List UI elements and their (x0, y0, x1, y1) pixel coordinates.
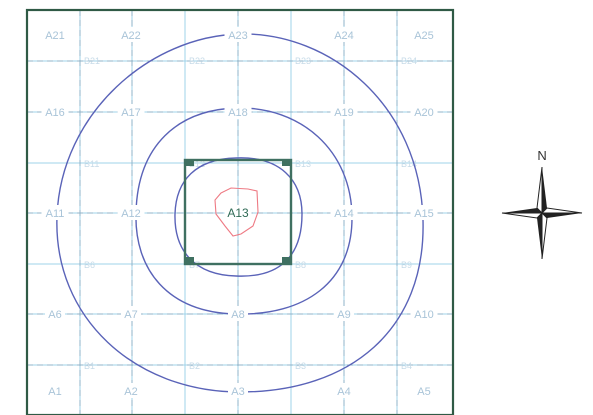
sub-point-label: B24 (401, 56, 417, 66)
compass-north-point (542, 167, 547, 213)
cell-label: A12 (121, 208, 141, 220)
cell-label: A22 (121, 30, 141, 42)
sub-point-label: B13 (295, 159, 311, 169)
sub-point-label: B8 (295, 260, 306, 270)
cell-label-background (117, 205, 145, 220)
cell-label-background (330, 104, 358, 119)
sub-point-label: B1 (84, 361, 95, 371)
compass-west-point-light (501, 212, 544, 219)
cell-label: A20 (414, 107, 434, 119)
cell-label: A4 (337, 386, 350, 398)
cell-label-background (224, 104, 252, 119)
cell-label-background (117, 27, 145, 42)
compass-east-point (542, 213, 582, 218)
cell-labels: A1 A2 A3 A4 A5 A6 A7 A8 A9 A10 A11 A12 A13 A14 A15 A16 A… (41, 27, 438, 398)
core-corner-marker (282, 257, 290, 263)
cell-label: A23 (228, 30, 248, 42)
cell-label-background (228, 306, 248, 321)
cell-label-background (410, 27, 438, 42)
cell-label: A6 (48, 309, 61, 321)
cell-label: A1 (48, 386, 61, 398)
sub-point-label: B4 (401, 361, 412, 371)
cell-label-background (410, 306, 438, 321)
cell-label: A7 (124, 309, 137, 321)
sub-point-label: B2 (189, 361, 200, 371)
cell-label-background (224, 205, 252, 220)
compass-east-point-light (540, 207, 583, 214)
cell-label-background (414, 383, 434, 398)
cell-label-background (224, 27, 252, 42)
sub-point-label: B11 (84, 159, 99, 169)
cell-label-background (41, 205, 69, 220)
inner-contour (174, 157, 303, 277)
sub-point-label: B21 (84, 56, 100, 66)
cell-label-background (121, 306, 141, 321)
sub-point-label: B23 (295, 56, 311, 66)
compass-west-point (502, 208, 542, 213)
cell-label: A18 (228, 107, 248, 119)
core-corner-marker (186, 160, 194, 166)
cell-label: A15 (414, 208, 434, 220)
cell-label-background (228, 383, 248, 398)
core-corner-marker (186, 257, 194, 263)
cell-label-background (330, 205, 358, 220)
sub-point-label: B22 (189, 56, 205, 66)
cell-label-background (410, 104, 438, 119)
sub-point-label: B14 (401, 159, 417, 169)
cell-label-background (410, 205, 438, 220)
cell-label: A24 (334, 30, 354, 42)
cell-label: A19 (334, 107, 354, 119)
core-corner-marker (282, 160, 290, 166)
cell-label-background (330, 27, 358, 42)
sub-point-label: B6 (84, 260, 95, 270)
sub-point-label: B3 (295, 361, 306, 371)
sub-point-label: B9 (401, 260, 412, 270)
cell-label: A5 (417, 386, 430, 398)
cell-label: A25 (414, 30, 434, 42)
cell-label: A2 (124, 386, 137, 398)
cell-label: A21 (45, 30, 65, 42)
cell-label-background (45, 383, 65, 398)
north-label: N (537, 148, 546, 163)
cell-label-background (334, 383, 354, 398)
cell-label: A9 (337, 309, 350, 321)
cell-label-background (117, 104, 145, 119)
cell-label: A16 (45, 107, 65, 119)
cell-label: A14 (334, 208, 354, 220)
highlighted-cell-label: A13 (227, 206, 249, 220)
frame-border (25, 8, 455, 415)
cell-label-background (121, 383, 141, 398)
cell-label: A3 (231, 386, 244, 398)
cell-label: A8 (231, 309, 244, 321)
compass-south-point (537, 213, 542, 259)
cell-label-background (45, 306, 65, 321)
cell-label: A11 (46, 208, 65, 220)
cell-label-background (41, 27, 69, 42)
cell-label: A17 (121, 107, 141, 119)
sub-point-label: B12 (189, 159, 205, 169)
compass-rose-icon: N (501, 148, 583, 260)
core-square (183, 158, 293, 266)
cell-label-background (41, 104, 69, 119)
cell-label-background (334, 306, 354, 321)
site-boundary-outline (214, 187, 259, 237)
core-area (183, 158, 293, 266)
cell-label: A10 (414, 309, 434, 321)
